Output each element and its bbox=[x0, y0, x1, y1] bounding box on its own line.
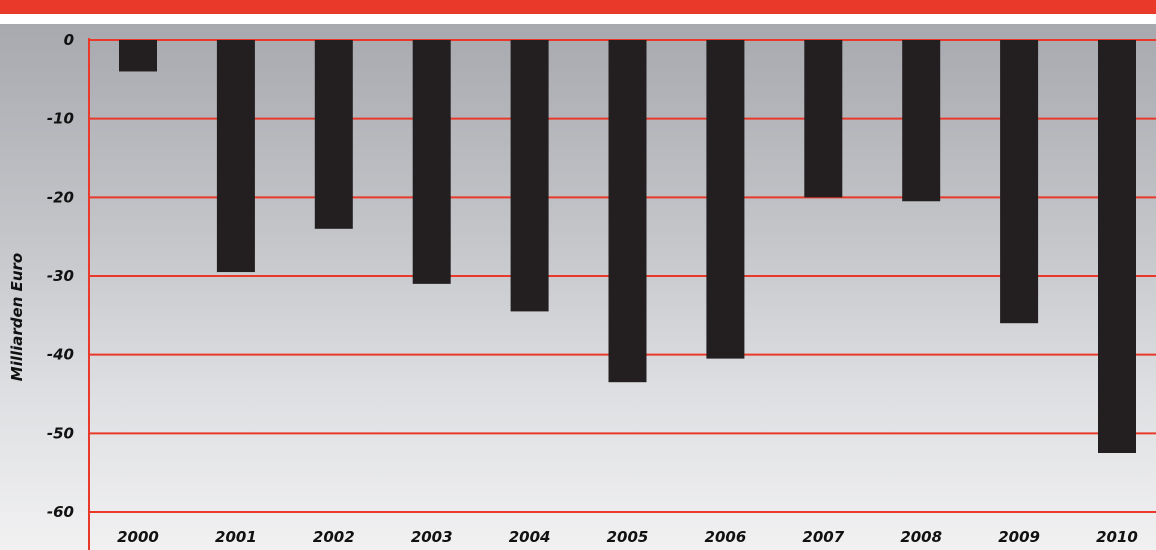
y-tick-label: -10 bbox=[47, 110, 74, 128]
bar-2008 bbox=[902, 40, 941, 202]
x-tick-label: 2001 bbox=[215, 528, 257, 546]
x-tick-label: 2000 bbox=[117, 528, 159, 546]
bar-2003 bbox=[412, 40, 451, 284]
y-tick-labels: 0 -10 -20 -30 -40 -50 -60 bbox=[47, 31, 74, 521]
x-tick-label: 2004 bbox=[509, 528, 551, 546]
bar-2005 bbox=[608, 40, 647, 383]
x-tick-label: 2005 bbox=[607, 528, 649, 546]
y-tick-label: -50 bbox=[47, 424, 74, 442]
y-tick-label: -60 bbox=[47, 503, 74, 521]
x-tick-label: 2010 bbox=[1096, 528, 1138, 546]
y-tick-label: -30 bbox=[47, 267, 74, 285]
chart-background bbox=[0, 24, 1156, 550]
top-title-bar bbox=[0, 0, 1156, 14]
bar-2000 bbox=[119, 40, 157, 72]
bars-layer bbox=[119, 40, 1136, 453]
y-tick-label: 0 bbox=[64, 31, 74, 49]
x-tick-label: 2002 bbox=[313, 528, 355, 546]
x-tick-label: 2009 bbox=[998, 528, 1040, 546]
bar-2001 bbox=[216, 40, 255, 273]
x-tick-label: 2003 bbox=[411, 528, 453, 546]
y-tick-label: -40 bbox=[47, 346, 74, 364]
bar-2006 bbox=[706, 40, 745, 359]
bar-2009 bbox=[1000, 40, 1039, 324]
x-tick-labels: 2000 2001 2002 2003 2004 2005 2006 2007 2008 2009… bbox=[117, 528, 1138, 546]
x-tick-label: 2006 bbox=[705, 528, 747, 546]
y-tick-label: -20 bbox=[47, 188, 74, 206]
x-tick-label: 2007 bbox=[802, 528, 844, 546]
bar-2002 bbox=[314, 40, 353, 229]
divider-strip bbox=[0, 14, 1156, 24]
bar-2007 bbox=[804, 40, 843, 198]
bar-2010 bbox=[1098, 40, 1136, 453]
x-tick-label: 2008 bbox=[900, 528, 942, 546]
bar-2004 bbox=[510, 40, 549, 312]
